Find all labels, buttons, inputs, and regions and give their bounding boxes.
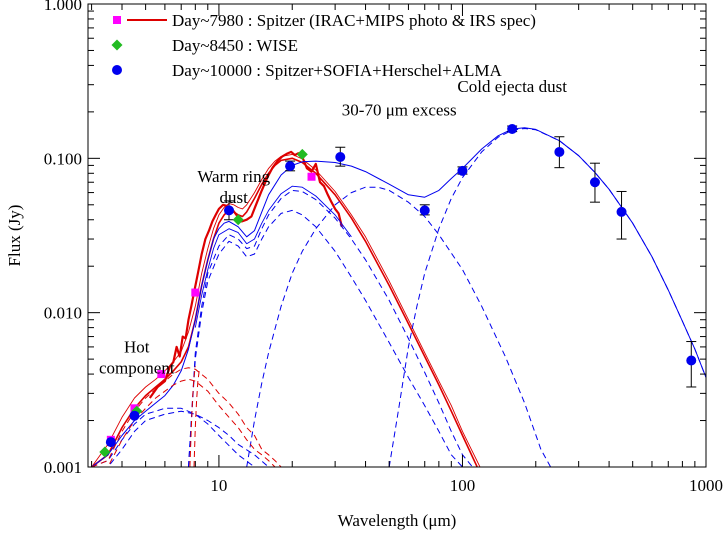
model-curve-solid [91,127,706,467]
circle-data-point [457,165,468,176]
circle-data-point [129,410,140,421]
model-curve-dashed [388,128,706,467]
y-tick-label: 1.000 [44,0,82,14]
square-data-point [307,172,316,181]
model-curve-dashed [189,366,196,467]
x-tick-label: 10 [210,476,227,495]
data-points [99,123,697,458]
model-curve-dashed [188,209,463,467]
plot-frame [87,3,707,468]
model-curve-solid [91,153,481,467]
legend-label: Day~7980 : Spitzer (IRAC+MIPS photo & IR… [172,11,536,30]
annotation-label: Warm ring [197,167,270,186]
diamond-data-point [296,148,308,160]
annotation-label: 30-70 μm excess [342,100,457,119]
annotations: Hot component Warm ring dust 30-70 μm excess… [99,77,567,378]
model-curve-solid [194,185,352,328]
y-axis-label: Flux (Jy) [5,205,24,267]
model-curve-dashed [91,410,269,467]
legend-square-marker [113,16,121,24]
legend: Day~7980 : Spitzer (IRAC+MIPS photo & IR… [111,11,536,80]
annotation-label: dust [220,188,249,207]
circle-data-point [507,123,518,134]
y-tick-label: 0.100 [44,149,82,168]
y-tick-label: 0.001 [44,458,82,477]
axes: 10 100 1000 0.001 0.010 0.100 1.000 [44,0,723,495]
model-curve-dashed [246,186,552,467]
model-curve-dashed [91,407,255,467]
legend-label: Day~10000 : Spitzer+SOFIA+Herschel+ALMA [172,61,502,80]
circle-data-point [554,146,565,157]
legend-circle-marker [112,65,122,75]
circle-data-point [335,152,346,163]
circle-data-point [105,437,116,448]
square-data-point [191,288,200,297]
model-curve-dashed [188,189,473,467]
x-axis-label: Wavelength (μm) [338,511,457,530]
model-curve-dashed [91,367,282,467]
circle-data-point [224,205,235,216]
x-tick-label: 100 [450,476,476,495]
x-tick-label: 1000 [689,476,723,495]
square-data-point [157,370,166,379]
annotation-label: Hot [124,338,150,357]
model-curve-dashed [193,370,200,467]
model-curve-solid [91,157,478,467]
circle-data-point [616,206,627,217]
y-tick-label: 0.010 [44,304,82,323]
legend-label: Day~8450 : WISE [172,36,298,55]
diamond-data-point [99,446,111,458]
circle-data-point [285,161,296,172]
model-curves [91,127,706,467]
circle-data-point [589,177,600,188]
annotation-label: Cold ejecta dust [457,77,567,96]
diamond-data-point [232,214,244,226]
circle-data-point [686,355,697,366]
annotation-label: component [99,359,175,378]
circle-data-point [419,205,430,216]
legend-diamond-marker [111,39,123,51]
